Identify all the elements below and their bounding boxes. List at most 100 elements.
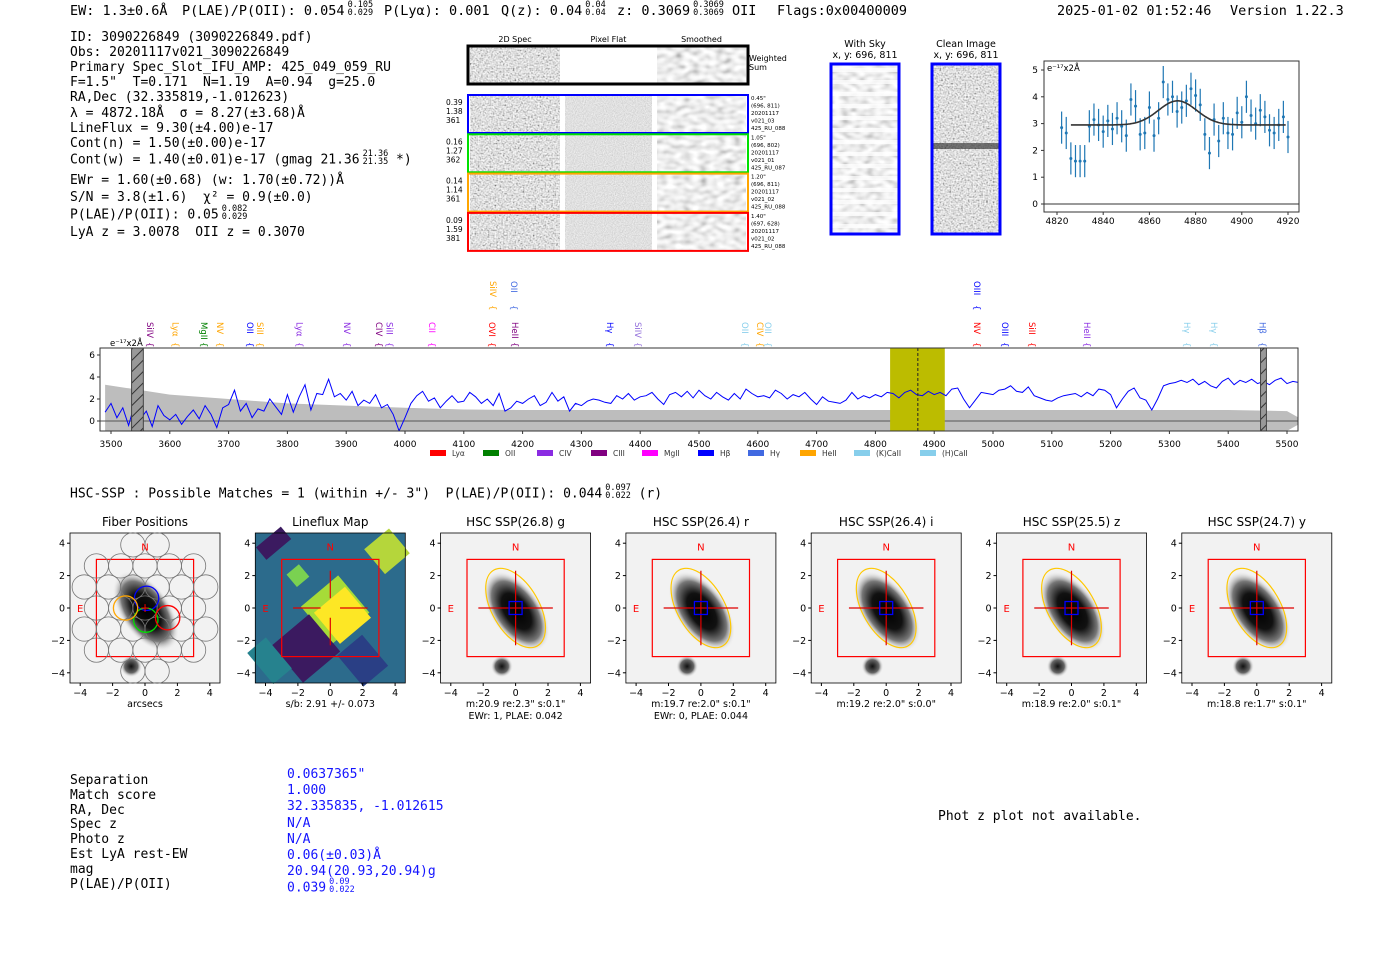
match-label: Photo z: [70, 832, 125, 848]
east-label: E: [1004, 604, 1010, 615]
emission-line-label: Hγ: [1208, 322, 1218, 333]
legend-label: (K)CaII: [876, 449, 901, 458]
fiber-meta: v021_02: [751, 236, 775, 242]
hsc-panel-image: HSC SSP(26.8) g N E −4 −4 −2 −2 0 0 2 2 4 4 m:20.9 re…: [422, 515, 592, 722]
emission-line-label: OIII: [999, 322, 1009, 336]
info-line: P(LAE)/P(OII): 0.05 0.082 0.029: [70, 205, 248, 223]
range-high: 0.04: [585, 0, 606, 10]
range-high: 0.3069: [693, 0, 724, 10]
match-value-text: N/A: [287, 831, 311, 847]
emission-line-label: OII: [508, 281, 518, 293]
info-line-text: F=1.5" T=0.171 N=1.19 A=0.94 g=25.0: [70, 75, 376, 90]
emission-line-marker: Hβ {: [1256, 322, 1266, 347]
galaxy-blob: [668, 571, 735, 652]
data-point: [1175, 110, 1179, 114]
range-low: 0.04: [585, 8, 606, 18]
data-point: [1286, 135, 1290, 139]
north-label: N: [882, 542, 889, 553]
emission-line-marker: Hγ {: [1208, 322, 1218, 347]
data-point: [1180, 106, 1184, 110]
data-point: [1226, 131, 1230, 135]
catalog-match-marker: [508, 600, 523, 616]
galaxy-blob: [483, 571, 550, 652]
range-low: 0.029: [221, 212, 248, 222]
data-point: [1189, 87, 1193, 91]
hsc-panel-lineflux: Lineflux Map N E −4 −4 −2 −2 0 0 2 2 4 4 s/b: 2.91 +/…: [236, 515, 410, 710]
range-low: 0.022: [605, 491, 631, 501]
emission-line-marker: CIV {: [754, 322, 764, 347]
range-high: 21.36: [362, 149, 389, 159]
header-item: EW: 1.3±0.6Å: [70, 3, 168, 19]
selected-fiber-circle: [133, 607, 159, 633]
info-line: Obs: 20201117v021_3090226849: [70, 45, 289, 60]
header-item-text: Flags:0x00400009: [777, 3, 908, 19]
line-bracket-icon: {: [1208, 342, 1218, 347]
info-line-text: P(LAE)/P(OII): 0.05: [70, 207, 219, 223]
lineflux-pixel-block: [286, 564, 310, 588]
fiber-meta: v021_02: [751, 197, 775, 203]
match-label: Match score: [70, 787, 157, 803]
line-bracket-icon: {: [971, 342, 981, 347]
version-label: Version 1.22.3: [1230, 3, 1344, 19]
galaxy-blob: [1039, 571, 1106, 652]
search-box: [95, 558, 195, 658]
hsc-panel-image: HSC SSP(24.7) y N E −4 −4 −2 −2 0 0 2 2 4 4 m:18.8 re…: [1163, 515, 1333, 710]
fiber-meta: 20201117: [751, 111, 779, 117]
range-low: 0.029: [347, 8, 374, 18]
panel-caption: m:19.7 re:2.0" s:0.1": [651, 699, 751, 710]
lineflux-pixel-block: [255, 526, 292, 560]
data-point: [1110, 127, 1114, 131]
line-bracket-icon: {: [254, 342, 264, 347]
panel-caption: m:20.9 re:2.3" s:0.1": [466, 699, 566, 710]
match-value-range: 0.09 0.022: [329, 878, 355, 895]
line-bracket-icon: {: [971, 305, 981, 310]
data-point: [1207, 151, 1211, 155]
star-blob: [1046, 655, 1069, 678]
line-bracket-icon: {: [632, 342, 642, 347]
full-spectrum-chart: 3500 3600 3700 3800 3900 4000 4100 4200 4300 4400…: [89, 281, 1298, 458]
x-tick-label: 0: [883, 688, 889, 699]
data-point: [1249, 114, 1253, 118]
emission-line-label: OVI: [486, 322, 496, 337]
match-value-text: 1.000: [287, 783, 327, 799]
fiber-meta: 1.05": [751, 135, 766, 141]
fiber-stat: 0.14: [446, 177, 463, 186]
x-tick-label: 4200: [511, 440, 534, 450]
legend-swatch: [642, 450, 658, 456]
match-value-text: N/A: [287, 815, 311, 831]
sky-stripe: [831, 104, 899, 108]
legend-label: OII: [505, 449, 515, 458]
fiber-meta: (696, 811): [751, 182, 780, 188]
fiber-meta: v021_01: [751, 158, 775, 164]
panel-caption-2: EWr: 0, PLAE: 0.044: [654, 711, 748, 722]
header-item: P(Lyα): 0.001: [384, 3, 490, 19]
x-tick-label: −4: [629, 688, 643, 699]
x-tick-label: 5200: [1099, 440, 1122, 450]
fiber-circle: [144, 532, 170, 558]
fiber-stat: 0.09: [446, 216, 463, 225]
info-line: EWr = 1.60(±0.68) (w: 1.70(±0.72))Å: [70, 173, 344, 188]
info-line-text: S/N = 3.8(±1.6) χ² = 0.9(±0.0): [70, 190, 313, 205]
x-tick-label: 4900: [923, 440, 946, 450]
emission-line-marker: OII {: [739, 322, 749, 347]
star-blob: [1232, 655, 1255, 678]
info-line: Cont(n) = 1.50(±0.00)e-17: [70, 136, 266, 151]
cutout-coords: x, y: 696, 811: [933, 50, 998, 61]
spec2d-image: [470, 213, 560, 250]
y-tick-label: 0: [615, 604, 621, 615]
x-tick-label: 3600: [158, 440, 181, 450]
line-bracket-icon: {: [244, 342, 254, 347]
data-point: [1064, 131, 1068, 135]
x-tick-label: 4000: [394, 440, 417, 450]
y-tick-label: −4: [607, 668, 621, 679]
data-point: [1115, 116, 1119, 120]
panel-title: HSC SSP(26.4) r: [653, 515, 749, 529]
match-value: 0.039 0.09 0.022: [287, 878, 444, 897]
weighted-sum-label: Sum: [749, 63, 767, 72]
data-point: [1129, 97, 1133, 101]
header-item: Q(z): 0.04 0.04 0.04: [501, 0, 606, 19]
sky-stripe: [831, 92, 899, 96]
north-label: N: [141, 542, 148, 553]
emission-line-marker: Lyα {: [294, 322, 304, 347]
fiber-meta: 425_RU_088: [751, 126, 786, 132]
